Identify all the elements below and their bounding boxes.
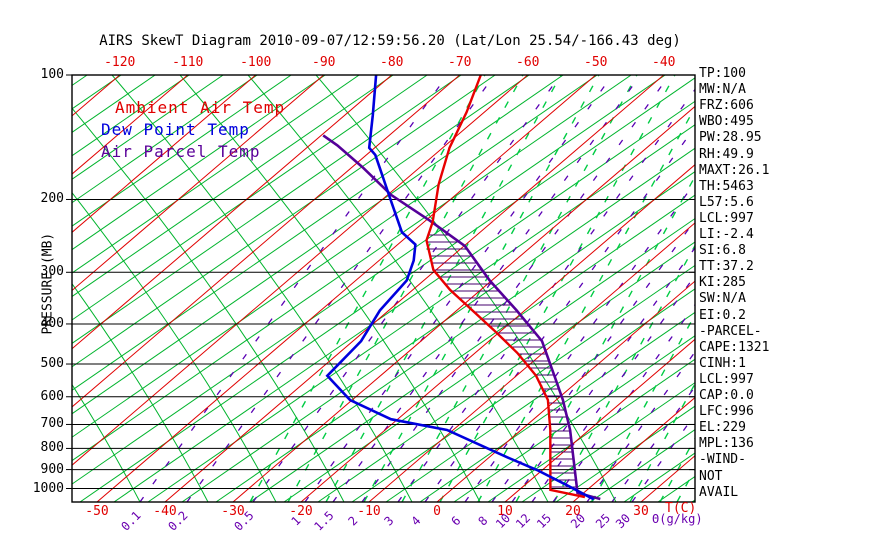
stats-panel-line: LCL:997 [699, 210, 754, 226]
stats-panel-line: -PARCEL- [699, 323, 762, 339]
top-axis-tick: -70 [447, 55, 472, 70]
pressure-axis-tick: 1000 [32, 480, 64, 496]
top-axis-tick: -60 [515, 55, 540, 70]
top-axis-tick: -40 [651, 55, 676, 70]
bottom-temp-tick: 30 [633, 504, 649, 519]
top-axis-tick: -50 [583, 55, 608, 70]
bottom-temp-tick: 20 [565, 504, 581, 519]
stats-panel-line: KI:285 [699, 275, 746, 291]
stats-panel-line: WBO:495 [699, 114, 754, 130]
dew-point-temp-curve [325, 75, 595, 501]
legend-air-parcel-temp: Air Parcel Temp [101, 142, 261, 161]
stats-panel-line: AVAIL [699, 484, 739, 500]
bottom-temp-tick: 10 [497, 504, 513, 519]
ambient-air-temp-curve [425, 75, 586, 499]
stats-panel-line: MPL:136 [699, 436, 754, 452]
bottom-temp-tick: -30 [221, 504, 245, 519]
mixing-ratio-unit-label: Θ(g/kg) [652, 512, 703, 526]
bottom-temp-tick: -40 [153, 504, 177, 519]
stats-panel-line: SW:N/A [699, 291, 746, 307]
stats-panel-line: SI:6.8 [699, 243, 746, 259]
stats-panel-line: TT:37.2 [699, 259, 754, 275]
top-axis-tick: -80 [379, 55, 404, 70]
top-axis-tick: -110 [172, 55, 204, 70]
bottom-temp-tick: -50 [85, 504, 109, 519]
stats-panel-line: CAPE:1321 [699, 339, 770, 355]
temp-unit-label: T(C) [665, 501, 697, 516]
stats-panel-line: NOT [699, 468, 723, 484]
pressure-axis-tick: 800 [40, 440, 64, 456]
stats-panel-line: LCL:997 [699, 371, 754, 387]
stats-panel-line: RH:49.9 [699, 146, 754, 162]
stats-panel-line: L57:5.6 [699, 194, 754, 210]
pressure-axis-tick: 300 [40, 264, 64, 280]
stats-panel-line: PW:28.95 [699, 130, 762, 146]
pressure-axis-tick: 400 [40, 315, 64, 331]
pressure-axis-tick: 900 [40, 461, 64, 477]
stats-panel-line: MW:N/A [699, 82, 746, 98]
stats-panel-line: TH:5463 [699, 178, 754, 194]
bottom-temp-tick: 0 [433, 504, 441, 519]
pressure-axis-tick: 200 [40, 191, 64, 207]
bottom-temp-tick: -10 [357, 504, 381, 519]
stats-panel-line: CINH:1 [699, 355, 746, 371]
top-axis-tick: -120 [104, 55, 136, 70]
pressure-axis-tick: 600 [40, 388, 64, 404]
pressure-axis-tick: 100 [40, 67, 64, 82]
stats-panel-line: EI:0.2 [699, 307, 746, 323]
top-axis-tick: -100 [240, 55, 272, 70]
page-title: AIRS SkewT Diagram 2010-09-07/12:59:56.2… [99, 33, 681, 49]
stats-panel-line: LFC:996 [699, 404, 754, 420]
stats-panel-line: CAP:0.0 [699, 388, 754, 403]
stats-panel-line: EL:229 [699, 420, 746, 436]
pressure-axis-tick: 500 [40, 356, 64, 372]
legend-dew-point-temp: Dew Point Temp [101, 120, 250, 139]
pressure-axis-tick: 700 [40, 416, 64, 432]
top-axis-tick: -90 [311, 55, 336, 70]
stats-panel-line: TP:100 [699, 66, 746, 81]
stats-panel-line: LI:-2.4 [699, 227, 754, 242]
stats-panel-line: MAXT:26.1 [699, 162, 770, 178]
legend-ambient-air-temp: Ambient Air Temp [115, 98, 286, 117]
air-parcel-temp-curve [322, 134, 601, 501]
stats-panel-line: FRZ:606 [699, 98, 754, 114]
bottom-temp-tick: -20 [289, 504, 313, 519]
stats-panel-line: -WIND- [699, 452, 746, 468]
